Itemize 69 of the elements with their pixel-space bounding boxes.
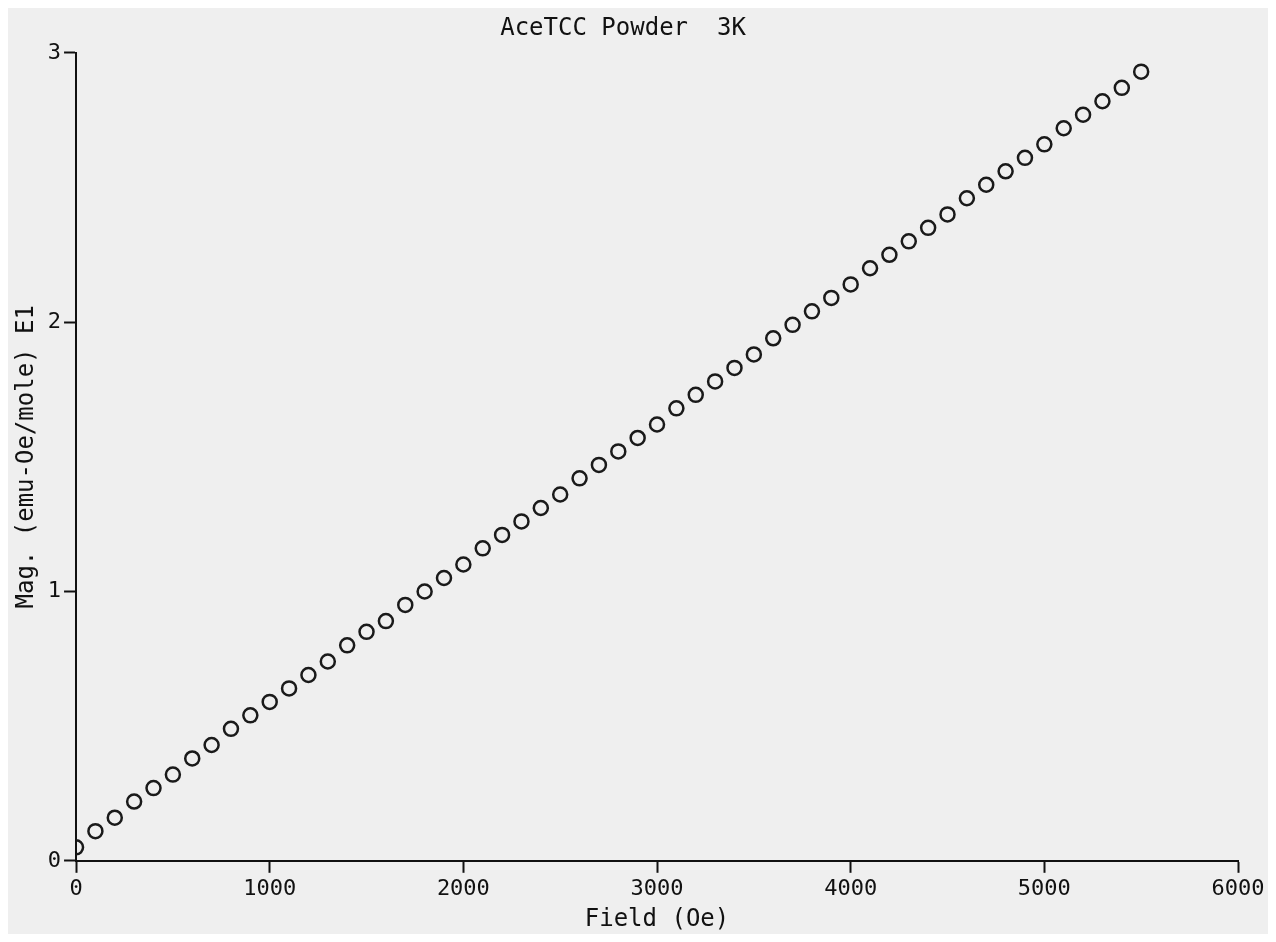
- point: [1055, 119, 1072, 137]
- x-axis-title: Field (Oe): [584, 903, 730, 932]
- x-tick-label: 5000: [1017, 874, 1071, 900]
- point: [881, 246, 898, 264]
- point: [183, 750, 201, 767]
- point: [726, 359, 743, 377]
- point: [125, 793, 143, 810]
- point: [435, 569, 453, 587]
- x-tick-label: 4000: [824, 874, 878, 900]
- y-axis-title: Mag. (emu-Oe/mole) E1: [10, 305, 39, 609]
- point: [823, 289, 840, 307]
- point: [1036, 136, 1053, 153]
- x-tick-label: 2000: [436, 874, 490, 900]
- point: [242, 707, 259, 724]
- point: [1016, 149, 1034, 167]
- point: [261, 693, 278, 711]
- point: [164, 766, 182, 783]
- point: [803, 303, 821, 320]
- point: [338, 637, 356, 654]
- x-tick-label: 1000: [243, 874, 297, 900]
- point: [571, 470, 588, 487]
- point: [958, 189, 976, 207]
- point: [1132, 63, 1150, 80]
- point: [319, 653, 337, 670]
- point: [532, 499, 550, 517]
- point: [1074, 106, 1092, 123]
- point: [1113, 79, 1131, 97]
- point: [745, 346, 763, 363]
- point: [203, 736, 220, 754]
- point: [358, 623, 375, 641]
- point: [280, 680, 298, 697]
- point: [300, 666, 317, 684]
- point: [106, 809, 124, 826]
- point: [939, 206, 956, 223]
- y-tick-label: 0: [47, 846, 62, 872]
- chart-title: AceTCC Powder 3K: [500, 12, 747, 41]
- point: [919, 219, 937, 237]
- point: [861, 260, 879, 277]
- point: [87, 822, 104, 840]
- point: [513, 513, 530, 530]
- point: [648, 416, 666, 433]
- point: [687, 386, 704, 404]
- y-tick-label: 1: [47, 577, 62, 603]
- x-tick-label: 0: [69, 874, 83, 900]
- point: [493, 526, 511, 544]
- point: [377, 612, 395, 630]
- y-tick-label: 3: [47, 38, 62, 64]
- point: [551, 486, 569, 503]
- point: [842, 276, 859, 293]
- point: [145, 779, 162, 797]
- point: [474, 540, 491, 557]
- x-tick-label: 3000: [630, 874, 684, 900]
- point: [706, 373, 724, 390]
- point: [997, 163, 1014, 180]
- point: [455, 556, 472, 573]
- point: [629, 429, 646, 447]
- point: [590, 456, 608, 474]
- x-tick-label: 6000: [1211, 874, 1265, 900]
- point: [416, 583, 433, 600]
- point: [222, 720, 240, 738]
- point: [610, 443, 627, 460]
- point: [668, 400, 685, 417]
- point: [764, 330, 782, 347]
- point: [1094, 93, 1111, 110]
- point: [977, 176, 995, 194]
- point: [397, 596, 414, 614]
- point: [900, 233, 918, 250]
- point: [784, 316, 801, 334]
- y-tick-label: 2: [47, 307, 62, 333]
